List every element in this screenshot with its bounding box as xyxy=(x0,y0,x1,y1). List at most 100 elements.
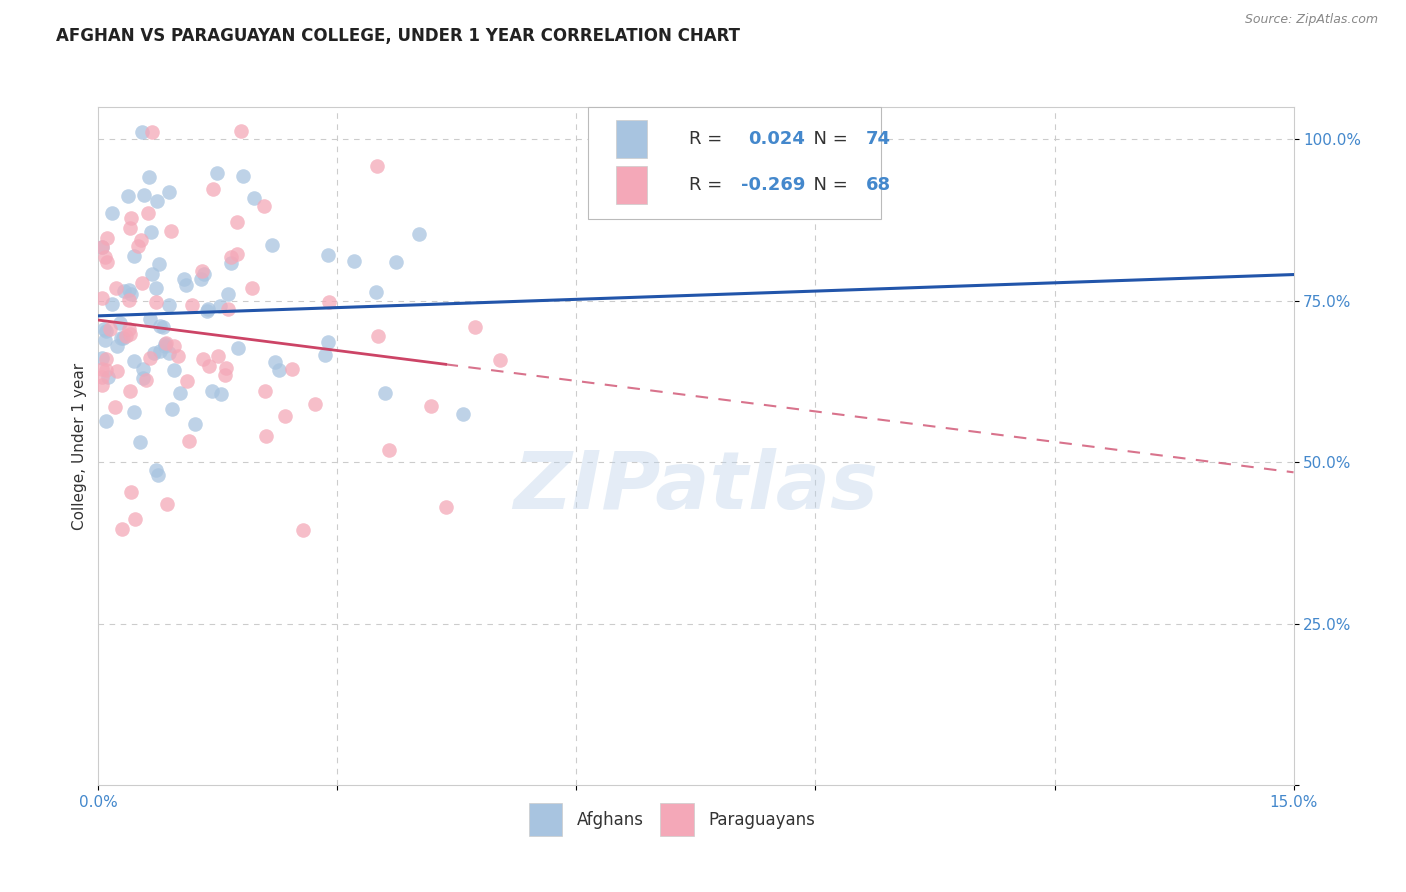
Point xyxy=(343,254,366,268)
Point xyxy=(117,189,139,203)
Point xyxy=(138,312,160,326)
Point xyxy=(131,276,153,290)
Point xyxy=(314,348,336,362)
Point xyxy=(91,351,114,366)
Point xyxy=(132,371,155,385)
Point xyxy=(118,293,141,307)
Point xyxy=(145,463,167,477)
Point xyxy=(193,352,215,367)
Point xyxy=(112,285,135,299)
Point xyxy=(156,497,179,511)
Y-axis label: College, Under 1 year: College, Under 1 year xyxy=(72,362,87,530)
Point xyxy=(219,250,242,264)
Point xyxy=(124,354,146,368)
Point xyxy=(209,387,232,401)
Point xyxy=(232,169,254,184)
Point xyxy=(174,278,197,293)
Point xyxy=(120,220,142,235)
Point xyxy=(129,435,152,450)
Point xyxy=(96,255,118,269)
Point xyxy=(94,333,117,347)
Point xyxy=(207,349,229,363)
Point xyxy=(197,301,219,316)
Point xyxy=(364,285,387,299)
Point xyxy=(366,159,388,173)
Point xyxy=(124,512,146,526)
Point xyxy=(148,344,170,359)
Point xyxy=(94,414,117,428)
Point xyxy=(367,328,389,343)
Point xyxy=(146,194,169,209)
Point xyxy=(141,267,163,281)
Text: 68: 68 xyxy=(866,176,891,194)
Point xyxy=(254,384,277,399)
Point xyxy=(408,227,430,241)
Point xyxy=(93,321,115,335)
Point xyxy=(240,281,263,295)
Point xyxy=(96,351,118,366)
Point xyxy=(139,226,162,240)
Point xyxy=(316,248,339,262)
Point xyxy=(291,523,314,537)
Point xyxy=(281,362,304,376)
Point xyxy=(118,322,141,336)
Point xyxy=(138,169,160,184)
Point xyxy=(94,363,117,377)
Text: 74: 74 xyxy=(866,130,890,148)
Point xyxy=(114,329,136,343)
Point xyxy=(118,283,141,297)
Point xyxy=(191,263,214,277)
Point xyxy=(94,251,117,265)
Point xyxy=(96,231,118,245)
Point xyxy=(274,409,297,423)
Point xyxy=(190,272,212,286)
Point xyxy=(214,368,236,382)
Point xyxy=(91,362,114,376)
FancyBboxPatch shape xyxy=(616,120,647,158)
Point xyxy=(146,467,169,482)
Point xyxy=(226,247,249,261)
Point xyxy=(163,339,186,353)
Point xyxy=(193,267,215,281)
Point xyxy=(107,339,129,353)
Text: N =: N = xyxy=(803,130,853,148)
Point xyxy=(453,407,475,421)
Point xyxy=(155,336,177,351)
Point xyxy=(111,522,134,536)
Point xyxy=(101,297,124,311)
Text: Source: ZipAtlas.com: Source: ZipAtlas.com xyxy=(1244,13,1378,27)
Point xyxy=(385,254,408,268)
Point xyxy=(157,298,180,312)
Point xyxy=(173,272,195,286)
Point xyxy=(217,287,239,301)
Point xyxy=(122,405,145,419)
Point xyxy=(136,206,159,220)
Text: ZIPatlas: ZIPatlas xyxy=(513,448,879,525)
Text: R =: R = xyxy=(689,130,728,148)
Point xyxy=(110,331,132,345)
Point xyxy=(145,281,167,295)
Point xyxy=(149,318,172,333)
FancyBboxPatch shape xyxy=(529,804,562,836)
Point xyxy=(118,326,141,341)
Point xyxy=(104,401,127,415)
Point xyxy=(205,166,228,180)
Point xyxy=(226,215,249,229)
Point xyxy=(110,316,132,330)
Point xyxy=(91,377,114,392)
Point xyxy=(120,211,142,225)
Text: AFGHAN VS PARAGUAYAN COLLEGE, UNDER 1 YEAR CORRELATION CHART: AFGHAN VS PARAGUAYAN COLLEGE, UNDER 1 YE… xyxy=(56,27,740,45)
Point xyxy=(91,291,114,305)
Point xyxy=(145,295,167,310)
Point xyxy=(135,373,157,387)
Point xyxy=(163,363,186,377)
Text: 0.024: 0.024 xyxy=(748,130,806,148)
Point xyxy=(254,429,277,443)
Point xyxy=(183,417,205,431)
Point xyxy=(152,320,174,334)
Point xyxy=(217,302,239,317)
Point xyxy=(419,399,441,413)
Point xyxy=(120,286,142,301)
Point xyxy=(201,182,224,196)
Point xyxy=(142,346,165,360)
